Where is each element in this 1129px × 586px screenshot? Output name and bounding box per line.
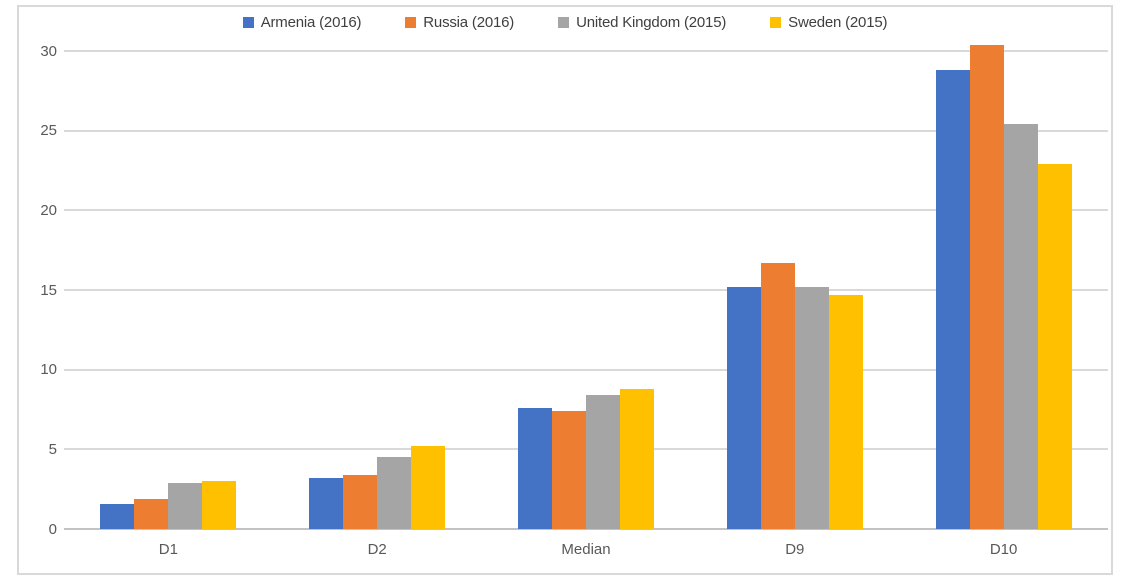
legend-item-sweden-2015: Sweden (2015) — [770, 14, 887, 31]
bar-united-kingdom-2015-median — [585, 395, 620, 529]
bar-armenia-2016-median — [517, 407, 552, 529]
y-tick-label-0: 0 — [48, 520, 57, 538]
bar-united-kingdom-2015-d2 — [377, 457, 412, 529]
bar-sweden-2015-d9 — [828, 294, 863, 529]
x-axis-labels: D1 D2 Median D9 D10 — [64, 541, 1108, 558]
gridline-y-10 — [64, 368, 1108, 371]
x-axis-label-d10: D10 — [989, 541, 1018, 558]
bar-russia-2016-d9 — [760, 262, 795, 529]
legend-item-russia-2016: Russia (2016) — [405, 14, 514, 31]
bar-sweden-2015-d2 — [411, 446, 446, 529]
bar-group-d9 — [690, 51, 899, 529]
bar-sweden-2015-d1 — [202, 481, 237, 529]
y-tick-label-15: 15 — [40, 281, 57, 299]
bar-armenia-2016-d2 — [309, 478, 344, 529]
x-axis-line — [64, 528, 1108, 530]
bar-russia-2016-median — [551, 411, 586, 529]
legend-swatch-icon — [242, 17, 254, 28]
gridline-y-15 — [64, 289, 1108, 291]
legend-label: Sweden (2015) — [788, 14, 888, 31]
plot-area — [64, 44, 1108, 530]
bar-sweden-2015-d10 — [1037, 164, 1072, 529]
gridline-y-25 — [64, 129, 1108, 132]
bar-group-d2 — [273, 51, 482, 529]
bar-united-kingdom-2015-d10 — [1003, 124, 1038, 529]
legend-swatch-icon — [770, 17, 782, 28]
gridline-y-20 — [64, 209, 1108, 212]
bar-armenia-2016-d10 — [935, 70, 970, 529]
legend-label: Armenia (2016) — [260, 14, 362, 31]
bar-group-d10 — [899, 44, 1108, 529]
bar-russia-2016-d10 — [969, 44, 1004, 529]
bar-united-kingdom-2015-d1 — [168, 482, 203, 529]
x-axis-label-d2: D2 — [367, 541, 387, 558]
y-tick-label-20: 20 — [40, 201, 57, 219]
gridline-y-30 — [64, 50, 1108, 52]
x-axis-label-d1: D1 — [158, 541, 178, 558]
chart-frame: Armenia (2016) Russia (2016) United Kingdo… — [17, 5, 1113, 575]
y-tick-label-25: 25 — [40, 122, 57, 140]
x-axis-label-d9: D9 — [785, 541, 805, 558]
legend-item-united-kingdom-2015: United Kingdom (2015) — [558, 14, 726, 31]
bar-armenia-2016-d9 — [726, 286, 761, 529]
bar-group-median — [482, 51, 691, 529]
y-tick-label-10: 10 — [40, 361, 57, 379]
bar-united-kingdom-2015-d9 — [794, 286, 829, 529]
bar-groups — [64, 44, 1108, 529]
chart-legend: Armenia (2016) Russia (2016) United Kingdo… — [19, 14, 1111, 31]
x-axis-label-median: Median — [561, 541, 611, 558]
bar-russia-2016-d1 — [134, 498, 169, 529]
legend-swatch-icon — [405, 17, 417, 28]
bar-armenia-2016-d1 — [100, 503, 135, 529]
bar-russia-2016-d2 — [343, 474, 378, 529]
legend-label: Russia (2016) — [423, 14, 515, 31]
y-tick-label-30: 30 — [40, 42, 57, 60]
bar-group-d1 — [64, 51, 273, 529]
legend-item-armenia-2016: Armenia (2016) — [242, 14, 362, 31]
bar-sweden-2015-median — [619, 388, 654, 529]
legend-label: United Kingdom (2015) — [576, 14, 727, 31]
y-tick-label-5: 5 — [48, 440, 57, 458]
legend-swatch-icon — [558, 17, 570, 28]
